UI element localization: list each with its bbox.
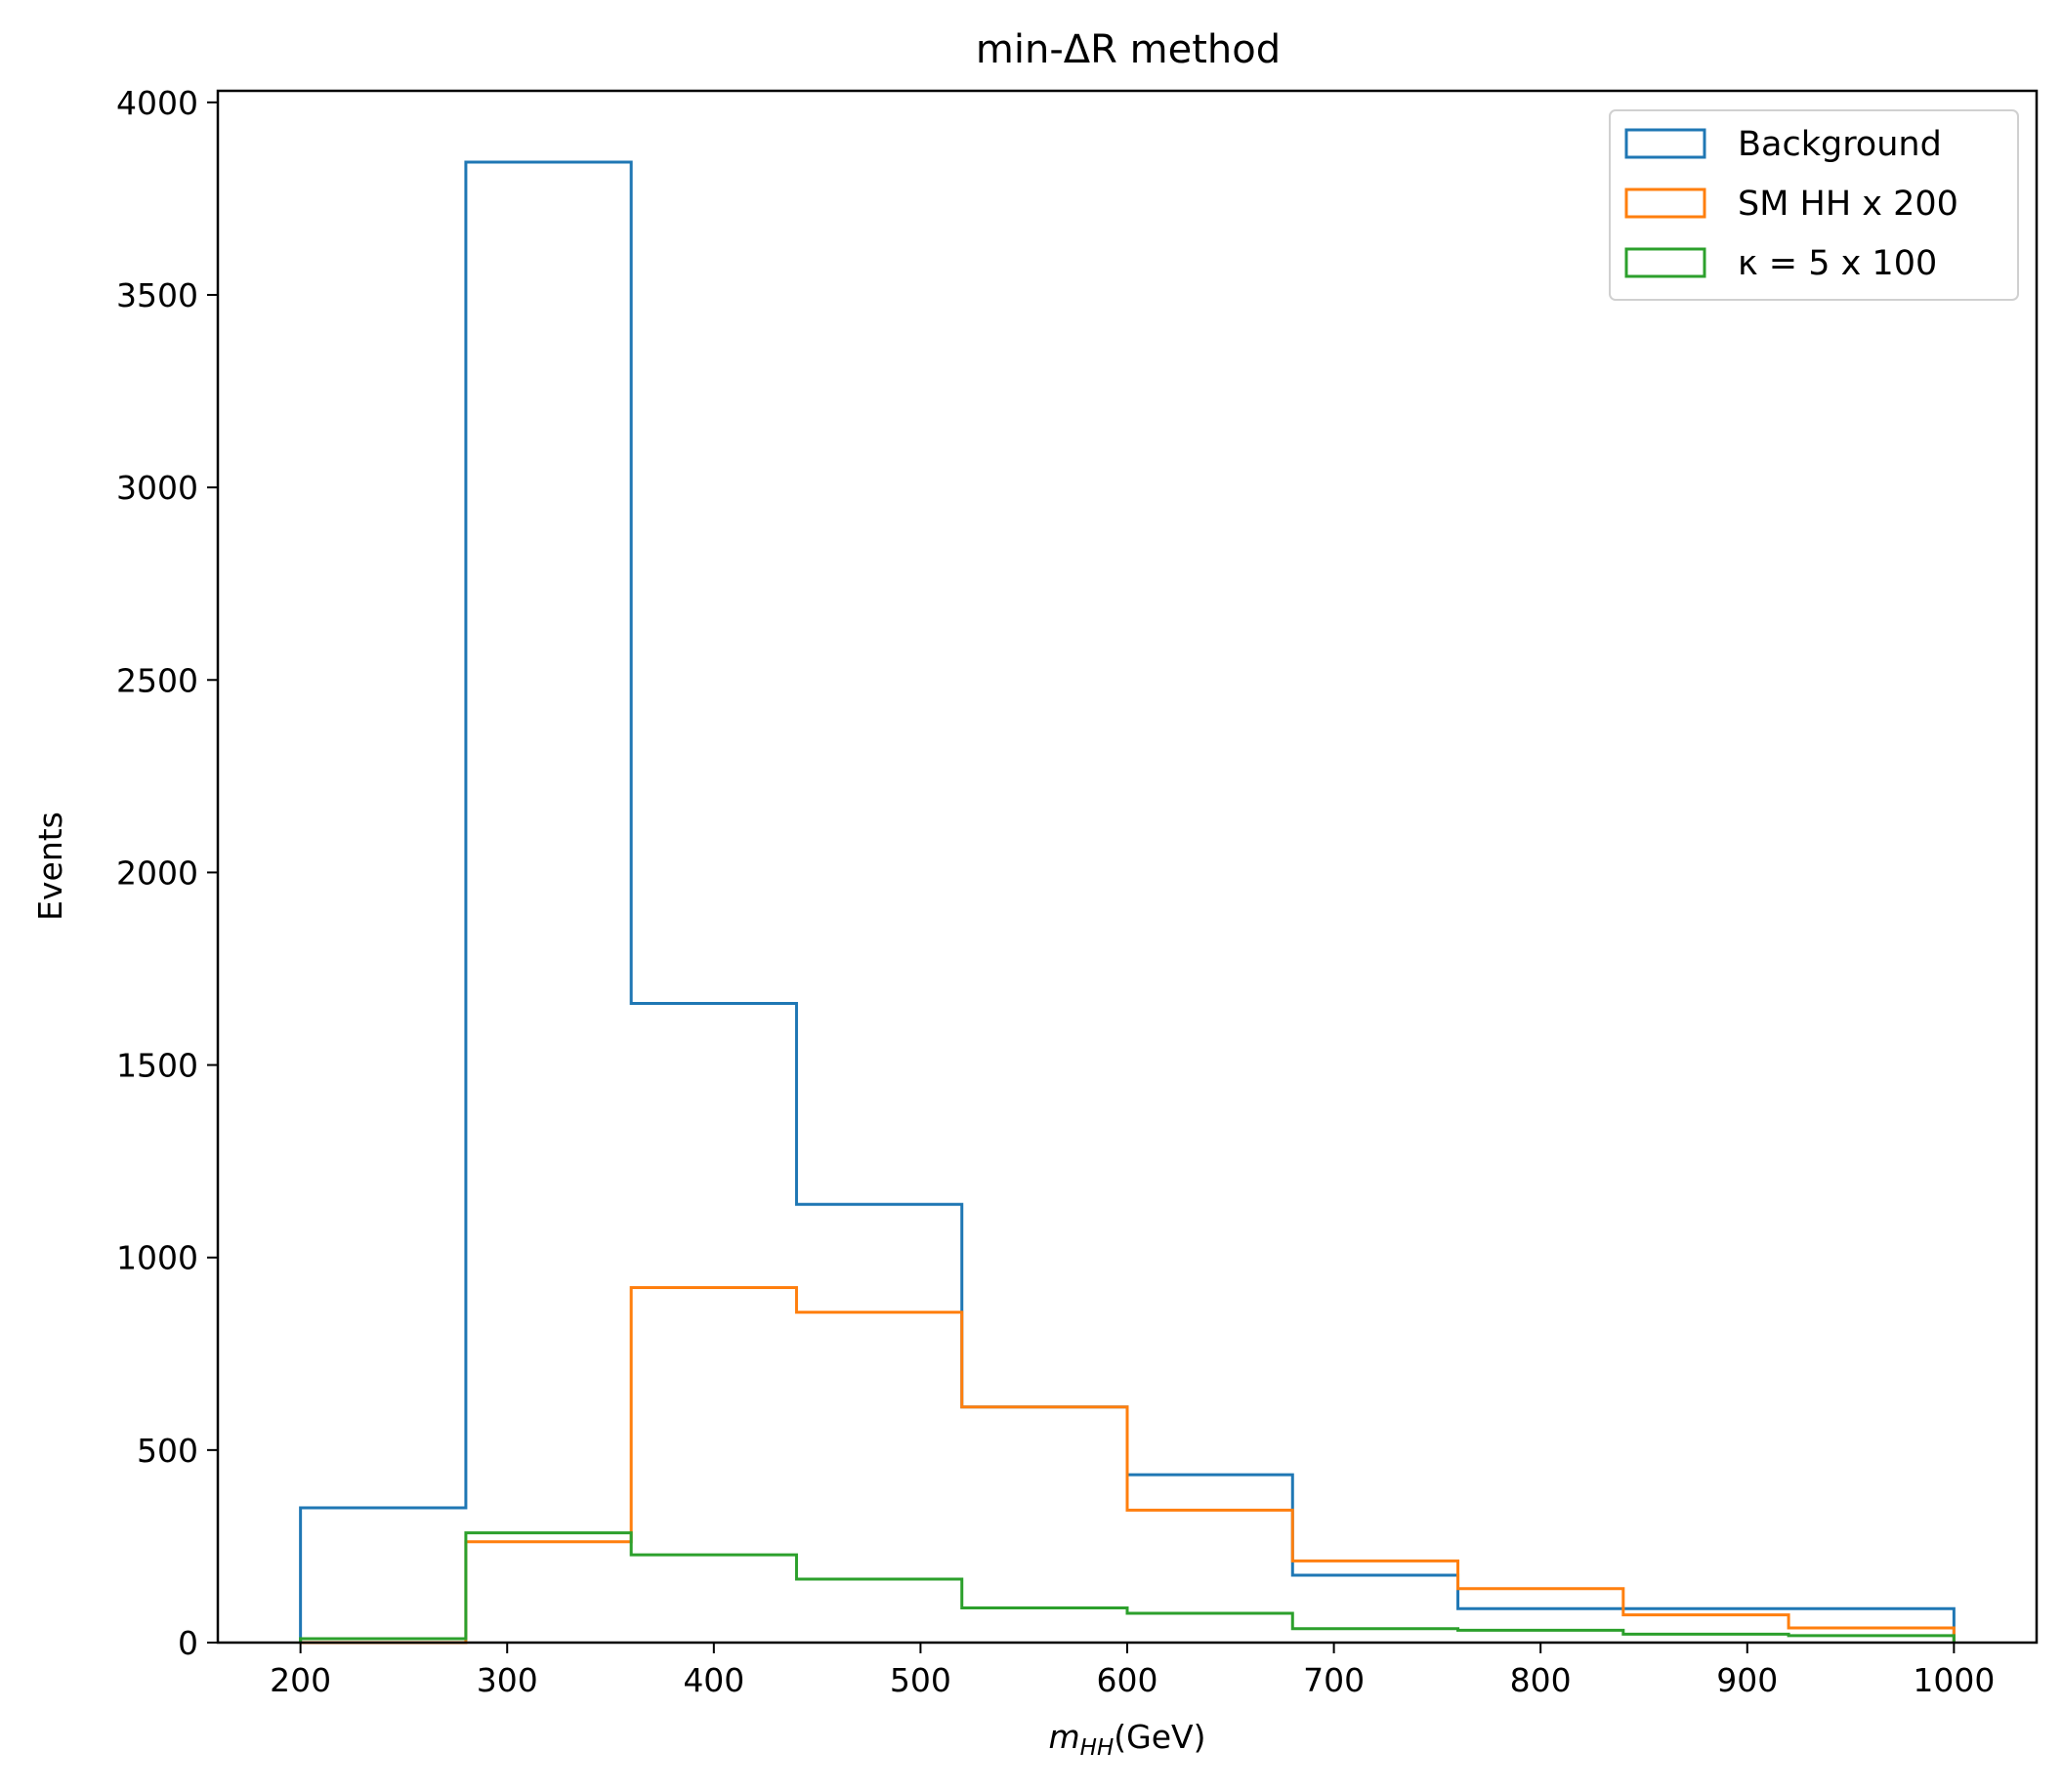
legend-swatch <box>1624 188 1706 219</box>
legend-label: κ = 5 x 100 <box>1738 244 1937 283</box>
legend-swatch <box>1624 247 1706 278</box>
legend-box <box>1609 109 2019 301</box>
x-axis-label: mHH(GeV) <box>1049 1718 1206 1761</box>
x-tick-label: 1000 <box>1913 1661 1995 1699</box>
x-tick-label: 700 <box>1303 1661 1365 1699</box>
y-tick-label: 2000 <box>116 854 198 892</box>
x-axis-ticks: 200 300 400 500 600 700 800 900 1000 <box>270 1643 1995 1699</box>
x-tick-label: 500 <box>890 1661 951 1699</box>
x-tick-label: 200 <box>270 1661 331 1699</box>
legend: Background SM HH x 200 κ = 5 x 100 <box>1609 109 2019 301</box>
chart-title: min-ΔR method <box>976 27 1281 72</box>
plot-series-group <box>299 160 1956 1645</box>
y-tick-label: 4000 <box>116 84 198 122</box>
legend-swatch <box>1624 128 1706 159</box>
x-tick-label: 300 <box>477 1661 538 1699</box>
y-axis-ticks: 0 500 1000 1500 2000 2500 3000 3500 4000 <box>116 84 218 1662</box>
x-tick-label: 900 <box>1716 1661 1778 1699</box>
y-axis-label: Events <box>31 812 69 921</box>
legend-label: Background <box>1738 125 1942 164</box>
x-tick-label: 800 <box>1510 1661 1572 1699</box>
x-tick-label: 600 <box>1097 1661 1158 1699</box>
y-tick-label: 500 <box>137 1432 198 1470</box>
series-step-2 <box>300 1285 1956 1645</box>
y-tick-label: 0 <box>178 1624 198 1662</box>
y-tick-label: 1500 <box>116 1047 198 1085</box>
y-tick-label: 1000 <box>116 1239 198 1277</box>
legend-label: SM HH x 200 <box>1738 185 1958 224</box>
series-step-3 <box>299 1531 1956 1643</box>
y-tick-label: 3000 <box>116 469 198 507</box>
x-tick-label: 400 <box>683 1661 744 1699</box>
y-tick-label: 2500 <box>116 661 198 699</box>
y-tick-label: 3500 <box>116 276 198 314</box>
